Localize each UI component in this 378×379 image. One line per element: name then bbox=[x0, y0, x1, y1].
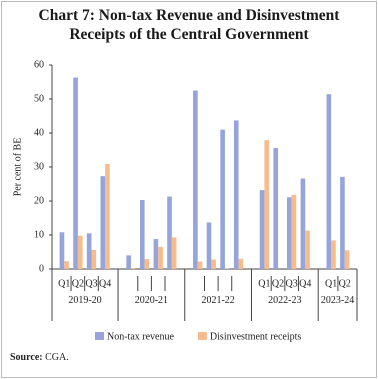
bar bbox=[264, 140, 270, 269]
chart-title: Chart 7: Non-tax Revenue and Disinvestme… bbox=[38, 7, 340, 43]
bar bbox=[91, 249, 97, 269]
y-tick-label: 40 bbox=[34, 127, 44, 138]
group-label: 2019-20 bbox=[68, 295, 102, 306]
bar bbox=[193, 90, 198, 269]
x-tick-label: Q2 bbox=[272, 278, 284, 289]
y-tick-label: 20 bbox=[34, 195, 44, 206]
bar bbox=[220, 129, 225, 269]
legend-swatch bbox=[197, 332, 207, 340]
bar bbox=[100, 176, 106, 269]
bar bbox=[126, 255, 131, 269]
y-tick-label: 30 bbox=[34, 161, 44, 172]
bar bbox=[326, 94, 332, 270]
legend-label: Disinvestment receipts bbox=[210, 331, 301, 342]
bar bbox=[259, 190, 265, 269]
source-text: CGA. bbox=[45, 352, 69, 363]
bar bbox=[139, 199, 145, 269]
y-tick-label: 50 bbox=[34, 93, 44, 104]
x-tick-label: Q2 bbox=[339, 278, 351, 289]
bar bbox=[206, 222, 212, 269]
x-tick-label: Q1 bbox=[325, 278, 337, 289]
group-label: 2023-24 bbox=[320, 295, 355, 306]
x-tick-label: Q1 bbox=[58, 278, 70, 289]
bar bbox=[344, 250, 350, 269]
y-axis-label: Per cent of BE bbox=[12, 138, 23, 197]
x-tick-label: Q4 bbox=[99, 278, 111, 289]
bar bbox=[291, 194, 297, 269]
bar bbox=[64, 261, 69, 269]
bar bbox=[171, 237, 177, 269]
legend-label: Non-tax revenue bbox=[107, 331, 174, 342]
y-tick-label: 10 bbox=[34, 229, 44, 240]
bar bbox=[238, 258, 244, 269]
group-label: 2022-23 bbox=[268, 295, 302, 306]
x-tick-label: Q4 bbox=[299, 278, 311, 289]
bar bbox=[144, 259, 150, 269]
bar bbox=[105, 163, 110, 269]
bar bbox=[305, 230, 310, 269]
group-label: 2020-21 bbox=[134, 295, 169, 306]
bar bbox=[86, 233, 92, 269]
group-label: 2021-22 bbox=[201, 295, 235, 306]
bar bbox=[73, 77, 78, 269]
bar bbox=[158, 246, 163, 269]
bar bbox=[59, 232, 65, 269]
bar bbox=[300, 178, 306, 269]
bar bbox=[273, 147, 279, 269]
x-tick-label: Q3 bbox=[286, 278, 298, 289]
y-tick-label: 60 bbox=[34, 59, 44, 70]
source: Source: CGA. bbox=[10, 352, 69, 363]
bar bbox=[211, 259, 216, 269]
x-tick-label: Q2 bbox=[72, 278, 84, 289]
bar bbox=[287, 197, 292, 269]
source-label: Source: bbox=[10, 352, 43, 363]
bar bbox=[153, 239, 159, 269]
legend-swatch bbox=[95, 332, 104, 340]
bar bbox=[77, 235, 83, 269]
bar bbox=[340, 176, 345, 269]
bar bbox=[233, 120, 239, 269]
bar bbox=[197, 261, 203, 269]
y-tick-label: 0 bbox=[39, 263, 44, 274]
bar bbox=[130, 267, 136, 269]
bar bbox=[331, 240, 336, 269]
bar bbox=[167, 196, 172, 269]
x-tick-label: Q3 bbox=[85, 278, 97, 289]
x-tick-label: Q1 bbox=[258, 278, 270, 289]
